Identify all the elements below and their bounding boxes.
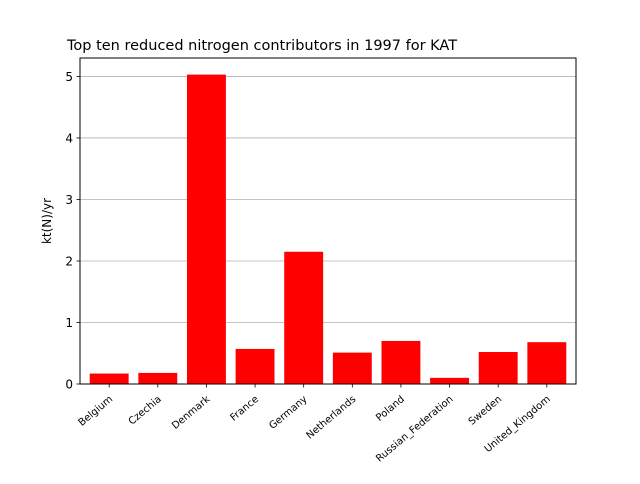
y-tick-label: 5	[65, 70, 73, 84]
bar-netherlands	[332, 352, 372, 384]
y-tick-label: 4	[65, 131, 73, 145]
y-axis-ticks: 0 1 2 3 4 5	[65, 70, 80, 392]
bar-poland	[381, 340, 421, 384]
y-tick-label: 3	[65, 193, 73, 207]
bar-sweden	[478, 352, 518, 384]
y-axis-label: kt(N)/yr	[40, 198, 54, 244]
bar-czechia	[138, 372, 178, 384]
bars	[89, 74, 567, 384]
y-tick-label: 0	[65, 378, 73, 392]
chart-title: Top ten reduced nitrogen contributors in…	[66, 38, 457, 54]
bar-france	[235, 348, 275, 384]
y-tick-label: 1	[65, 316, 73, 330]
bar-russian-federation	[430, 377, 470, 384]
bar-united-kingdom	[527, 342, 567, 384]
y-tick-label: 2	[65, 254, 73, 268]
bar-denmark	[186, 74, 226, 384]
plot-frame	[79, 57, 577, 385]
bar-belgium	[89, 373, 129, 384]
bar-germany	[284, 251, 324, 384]
